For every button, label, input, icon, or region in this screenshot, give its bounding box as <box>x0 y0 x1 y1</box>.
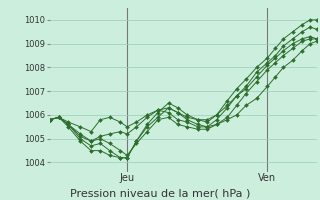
Text: Ven: Ven <box>258 173 276 183</box>
Text: Jeu: Jeu <box>120 173 135 183</box>
Text: Pression niveau de la mer( hPa ): Pression niveau de la mer( hPa ) <box>70 188 250 198</box>
